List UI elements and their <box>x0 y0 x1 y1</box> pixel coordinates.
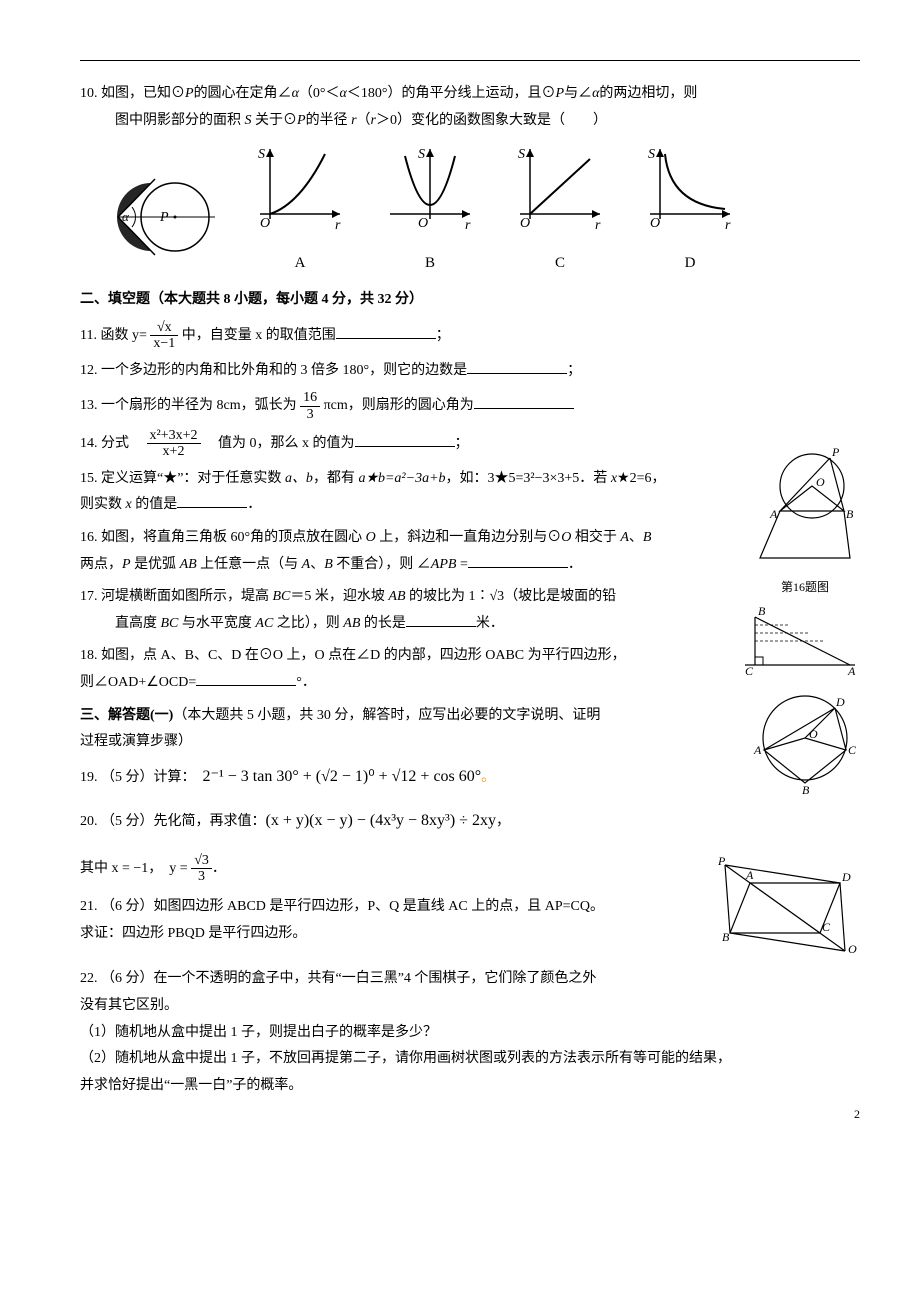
blank <box>467 359 567 374</box>
question-22: 22. （6 分）在一个不透明的盒子中，共有“一白三黑”4 个围棋子，它们除了颜… <box>80 966 860 1099</box>
q-num: 18. <box>80 648 98 663</box>
q-num: 22. <box>80 971 98 986</box>
question-21: 21. （6 分）如图四边形 ABCD 是平行四边形，P、Q 是直线 AC 上的… <box>80 894 860 947</box>
svg-text:S: S <box>258 147 265 162</box>
question-12: 12. 一个多边形的内角和比外角和的 3 倍多 180°，则它的边数是； <box>80 358 860 385</box>
svg-text:S: S <box>518 147 525 162</box>
svg-text:O: O <box>650 216 660 231</box>
q10-option-d: S r O D <box>640 144 740 277</box>
blank <box>355 432 455 447</box>
section-3-title: 三、解答题(一)（本大题共 5 小题，共 30 分，解答时，应写出必要的文字说明… <box>80 703 860 756</box>
q-num: 15. <box>80 471 98 486</box>
question-16: 16. 如图，将直角三角板 60°角的顶点放在圆心 O 上，斜边和一直角边分别与… <box>80 525 860 578</box>
svg-text:S: S <box>418 147 425 162</box>
question-17: 17. 河堤横断面如图所示，堤高 BC＝5 米，迎水坡 AB 的坡比为 1∶√3… <box>80 584 860 637</box>
svg-text:r: r <box>465 218 471 233</box>
blank <box>336 324 436 339</box>
q-num: 11. <box>80 328 97 343</box>
blank <box>474 394 574 409</box>
page-number: 2 <box>854 1103 860 1126</box>
section-2-title: 二、填空题（本大题共 8 小题，每小题 4 分，共 32 分） <box>80 287 860 314</box>
q10-option-b: S r O B <box>380 144 480 277</box>
q-num: 16. <box>80 530 98 545</box>
q10-figures: α P S r O A S r O B <box>110 144 860 277</box>
question-20: 20. （5 分）先化简，再求值：(x + y)(x − y) − (4x³y … <box>80 806 860 836</box>
q-num: 20. <box>80 814 98 829</box>
q-num: 13. <box>80 398 98 413</box>
svg-text:O: O <box>418 216 428 231</box>
svg-text:α: α <box>122 209 130 224</box>
q-num: 17. <box>80 589 98 604</box>
blank <box>406 612 476 627</box>
question-14: 14. 分式 x²+3x+2x+2 值为 0，那么 x 的值为； <box>80 428 860 460</box>
q-num: 14. <box>80 436 98 451</box>
q10-option-c: S r O C <box>510 144 610 277</box>
question-10: 10. 如图，已知⊙P的圆心在定角∠α（0°＜α＜180°）的角平分线上运动，且… <box>80 81 860 134</box>
q-num: 19. <box>80 770 98 785</box>
q10-diagram: α P <box>110 167 220 278</box>
q-num: 10. <box>80 86 98 101</box>
page-header-rule <box>80 60 860 61</box>
question-18: 18. 如图，点 A、B、C、D 在⊙O 上，O 点在∠D 的内部，四边形 OA… <box>80 643 860 696</box>
q10-option-a: S r O A <box>250 144 350 277</box>
question-19: 19. （5 分）计算： 2⁻¹ − 3 tan 30° + (√2 − 1)⁰… <box>80 762 860 792</box>
svg-text:P: P <box>159 210 169 225</box>
svg-text:r: r <box>595 218 601 233</box>
svg-text:S: S <box>648 147 655 162</box>
question-13: 13. 一个扇形的半径为 8cm，弧长为 163 πcm，则扇形的圆心角为 <box>80 390 860 422</box>
svg-text:O: O <box>520 216 530 231</box>
svg-text:O: O <box>260 216 270 231</box>
q-num: 12. <box>80 363 98 378</box>
svg-text:r: r <box>335 218 341 233</box>
svg-text:r: r <box>725 218 731 233</box>
question-20-b: 其中 x = −1， y = √33． <box>80 853 860 885</box>
question-11: 11. 函数 y= √xx−1 中，自变量 x 的取值范围； <box>80 320 860 352</box>
blank <box>177 493 247 508</box>
q-num: 21. <box>80 899 98 914</box>
blank <box>196 671 296 686</box>
question-15: 15. 定义运算“★”：对于任意实数 a、b，都有 a★b=a²−3a+b，如：… <box>80 466 860 519</box>
blank <box>468 553 568 568</box>
